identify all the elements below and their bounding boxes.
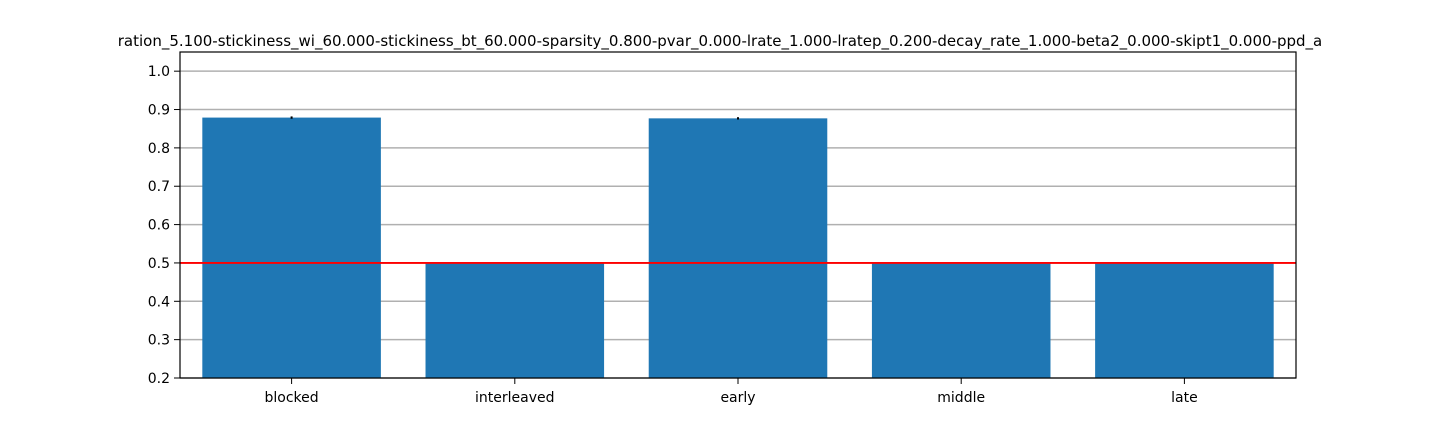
bar-blocked	[202, 117, 381, 378]
y-tick-label: 0.2	[148, 371, 170, 387]
y-tick-label: 0.7	[148, 179, 170, 195]
y-tick-label: 1.0	[148, 64, 170, 80]
bar-early	[648, 118, 828, 378]
x-tick-label-interleaved: interleaved	[475, 390, 555, 406]
bar-interleaved	[425, 262, 605, 378]
y-axis: 0.2 0.3 0.4 0.5 0.6 0.7 0.8 0.9 1.0	[148, 64, 180, 387]
x-tick-label-middle: middle	[937, 390, 985, 406]
x-tick-label-blocked: blocked	[265, 390, 319, 406]
y-tick-label: 0.5	[148, 256, 170, 272]
bar-middle	[871, 262, 1051, 378]
chart-title: ration_5.100-stickiness_wi_60.000-sticki…	[118, 32, 1322, 51]
y-tick-label: 0.8	[148, 141, 170, 157]
x-tick-label-early: early	[720, 390, 755, 406]
x-tick-label-late: late	[1171, 390, 1198, 406]
y-tick-label: 0.9	[148, 103, 170, 119]
bar-late	[1095, 262, 1274, 378]
error-bars	[290, 116, 739, 120]
y-tick-label: 0.6	[148, 218, 170, 234]
x-axis: blocked interleaved early middle late	[265, 378, 1198, 406]
y-tick-label: 0.4	[148, 294, 170, 310]
y-tick-label: 0.3	[148, 333, 170, 349]
bars	[202, 117, 1274, 378]
